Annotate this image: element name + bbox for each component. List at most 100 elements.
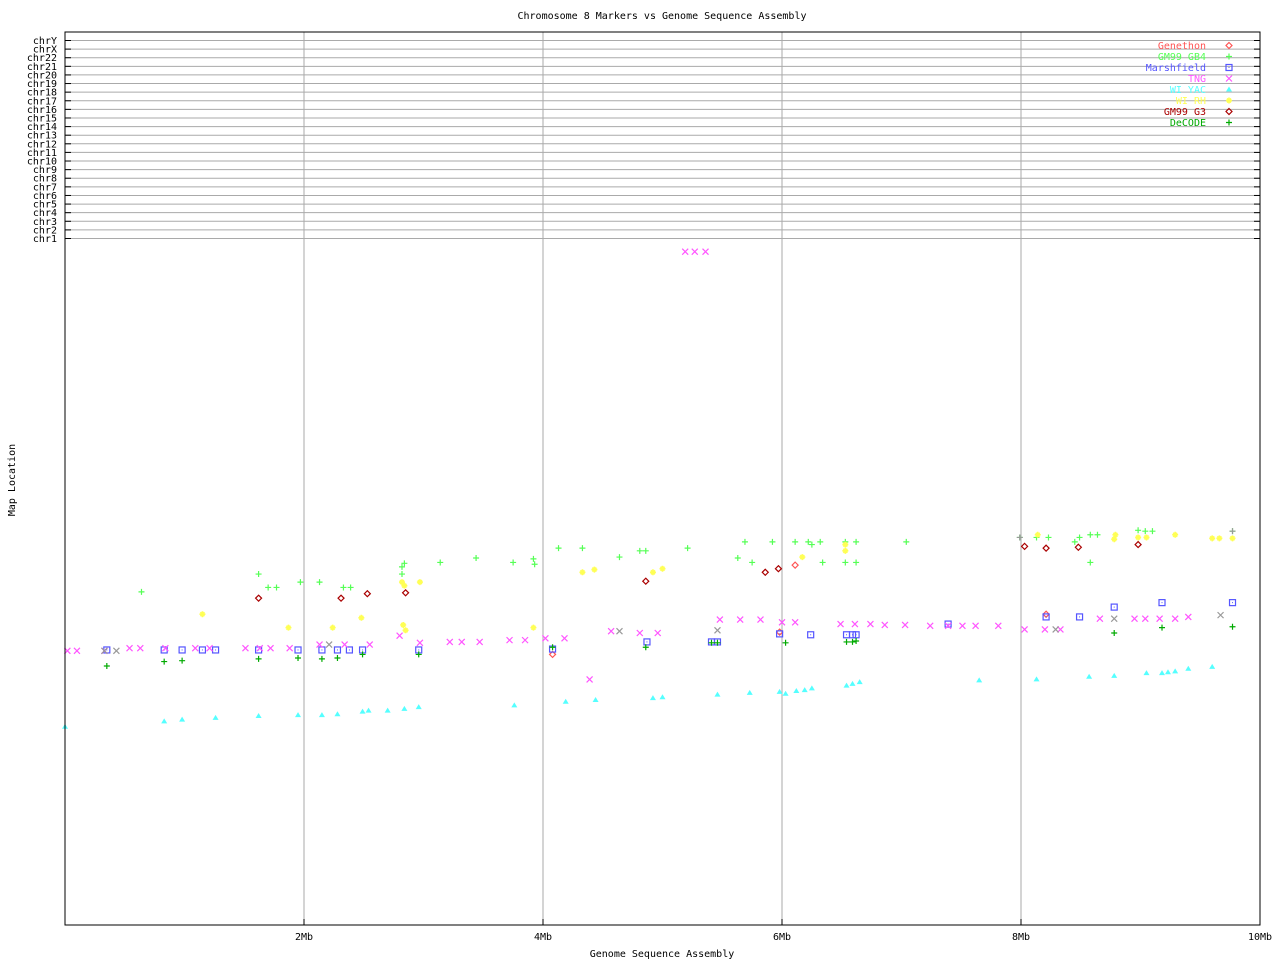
square-marker-shape bbox=[944, 620, 952, 628]
triangle-marker-shape bbox=[415, 704, 422, 710]
triangle-marker-shape bbox=[976, 677, 983, 683]
y-tick-label: chrX bbox=[33, 45, 57, 56]
data-point bbox=[805, 538, 812, 545]
plus-marker-shape bbox=[1087, 559, 1094, 566]
data-point bbox=[446, 638, 454, 646]
data-point bbox=[198, 646, 207, 654]
x-tick-label: 2Mb bbox=[295, 932, 313, 943]
data-point bbox=[1158, 599, 1166, 607]
diamond-marker-shape bbox=[401, 588, 410, 597]
triangle-marker-shape bbox=[793, 688, 800, 694]
data-point bbox=[265, 584, 272, 591]
data-point bbox=[778, 618, 786, 626]
data-point bbox=[73, 647, 81, 655]
cross-marker-shape bbox=[136, 644, 144, 652]
diamond-marker-shape bbox=[1020, 542, 1029, 551]
cross-marker-shape bbox=[616, 627, 623, 635]
triangle-marker-shape bbox=[592, 696, 599, 702]
y-axis-label: Map Location bbox=[7, 444, 18, 516]
data-point bbox=[112, 647, 120, 655]
plus-marker-shape bbox=[273, 584, 280, 591]
plus-marker-shape bbox=[415, 651, 422, 658]
data-point bbox=[562, 698, 569, 704]
data-point bbox=[161, 718, 168, 724]
data-point bbox=[853, 638, 860, 645]
data-point bbox=[398, 579, 405, 586]
data-point bbox=[1143, 670, 1150, 676]
data-point bbox=[716, 616, 724, 624]
square-marker-dot bbox=[418, 649, 420, 651]
square-marker-dot bbox=[106, 649, 108, 651]
data-point bbox=[849, 680, 856, 686]
cross-marker-shape bbox=[541, 634, 549, 642]
cross-marker-shape bbox=[1225, 75, 1233, 82]
cross-marker-shape bbox=[161, 644, 169, 652]
plus-marker-shape bbox=[401, 560, 408, 567]
cross-marker-shape bbox=[851, 620, 859, 628]
data-point bbox=[555, 545, 562, 552]
data-point bbox=[1075, 613, 1084, 621]
data-point bbox=[1142, 528, 1149, 535]
data-point bbox=[295, 654, 302, 661]
cross-marker-shape bbox=[1217, 611, 1224, 619]
data-point bbox=[636, 629, 644, 637]
plus-marker-shape bbox=[1071, 538, 1078, 545]
cross-marker-shape bbox=[126, 644, 133, 652]
data-point bbox=[808, 685, 815, 691]
legend-label: TNG bbox=[1188, 74, 1206, 85]
triangle-marker-shape bbox=[856, 679, 863, 685]
data-point bbox=[345, 646, 354, 654]
plus-marker-shape bbox=[297, 579, 304, 586]
data-point bbox=[976, 677, 983, 683]
plus-marker-shape bbox=[138, 588, 145, 595]
plus-marker-shape bbox=[340, 584, 347, 591]
plus-marker-shape bbox=[398, 563, 405, 570]
data-point bbox=[1209, 663, 1216, 669]
data-point bbox=[642, 547, 649, 554]
data-point bbox=[191, 644, 199, 652]
data-point bbox=[1229, 535, 1236, 542]
data-point bbox=[273, 584, 280, 591]
triangle-marker-shape bbox=[1143, 670, 1150, 676]
data-point bbox=[255, 655, 262, 662]
data-point bbox=[776, 630, 784, 638]
legend-label: WI YAC bbox=[1170, 85, 1206, 96]
data-point bbox=[359, 651, 366, 658]
plus-marker-shape bbox=[708, 639, 715, 646]
data-point bbox=[684, 545, 691, 552]
plus-marker-shape bbox=[398, 571, 405, 578]
data-point bbox=[334, 654, 341, 661]
plus-marker-shape bbox=[530, 555, 537, 562]
cross-marker-shape bbox=[1171, 615, 1179, 623]
data-point bbox=[641, 577, 650, 586]
data-point bbox=[776, 688, 783, 694]
data-point bbox=[138, 588, 145, 595]
data-point bbox=[1185, 665, 1192, 671]
data-point bbox=[473, 554, 480, 561]
triangle-marker-shape bbox=[849, 680, 856, 686]
cross-marker-shape bbox=[1052, 625, 1060, 633]
square-marker-shape bbox=[1042, 613, 1050, 621]
data-point bbox=[616, 627, 623, 635]
cross-marker-shape bbox=[778, 618, 786, 626]
plus-marker-shape bbox=[817, 538, 824, 545]
data-point bbox=[1087, 559, 1094, 566]
y-tick-label: chr2 bbox=[33, 225, 57, 236]
triangle-marker-shape bbox=[295, 712, 302, 718]
data-point bbox=[1156, 615, 1164, 623]
data-point bbox=[659, 694, 666, 700]
data-point bbox=[1184, 613, 1192, 621]
y-tick-label: chr13 bbox=[27, 131, 57, 142]
data-point bbox=[161, 644, 169, 652]
data-point bbox=[318, 646, 326, 654]
data-point bbox=[358, 614, 365, 621]
y-tick-label: chr10 bbox=[27, 157, 57, 168]
cross-marker-shape bbox=[636, 629, 644, 637]
data-point bbox=[1229, 623, 1236, 630]
data-point bbox=[359, 708, 366, 714]
series-decode bbox=[103, 623, 1236, 670]
data-point bbox=[1033, 676, 1040, 682]
triangle-marker-shape bbox=[384, 707, 391, 713]
x-tick-label: 10Mb bbox=[1248, 932, 1272, 943]
star-marker-shape bbox=[579, 569, 586, 576]
